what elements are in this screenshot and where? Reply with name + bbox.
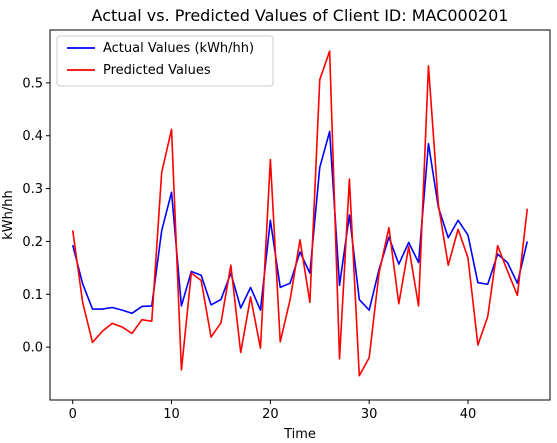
y-tick-label: 0.4 (22, 129, 43, 144)
series-line-actual (71, 130, 529, 315)
y-axis-ticks: 0.0 0.1 0.2 0.3 0.4 0.5 (22, 76, 50, 356)
plot-frame (49, 29, 551, 401)
series-line-predicted (71, 50, 529, 377)
y-tick-label: 0.3 (22, 182, 43, 197)
plot-lines (71, 50, 529, 377)
chart-title: Actual vs. Predicted Values of Client ID… (92, 6, 509, 25)
x-tick-label: 20 (262, 407, 279, 422)
y-tick-label: 0.1 (22, 288, 43, 303)
legend: Actual Values (kWh/hh) Predicted Values (56, 35, 274, 87)
legend-label-predicted: Predicted Values (103, 63, 211, 78)
x-axis-label: Time (283, 427, 316, 442)
y-tick-label: 0.5 (22, 76, 43, 91)
x-tick-label: 10 (163, 407, 180, 422)
x-axis-ticks: 0 10 20 30 40 (69, 400, 477, 422)
x-tick-label: 0 (69, 407, 77, 422)
y-tick-label: 0.2 (22, 235, 43, 250)
x-tick-label: 30 (361, 407, 378, 422)
legend-label-actual: Actual Values (kWh/hh) (103, 41, 254, 56)
y-axis-label: kWh/hh (1, 190, 16, 239)
legend-box (56, 35, 274, 87)
y-tick-label: 0.0 (22, 341, 43, 356)
x-tick-label: 40 (460, 407, 477, 422)
